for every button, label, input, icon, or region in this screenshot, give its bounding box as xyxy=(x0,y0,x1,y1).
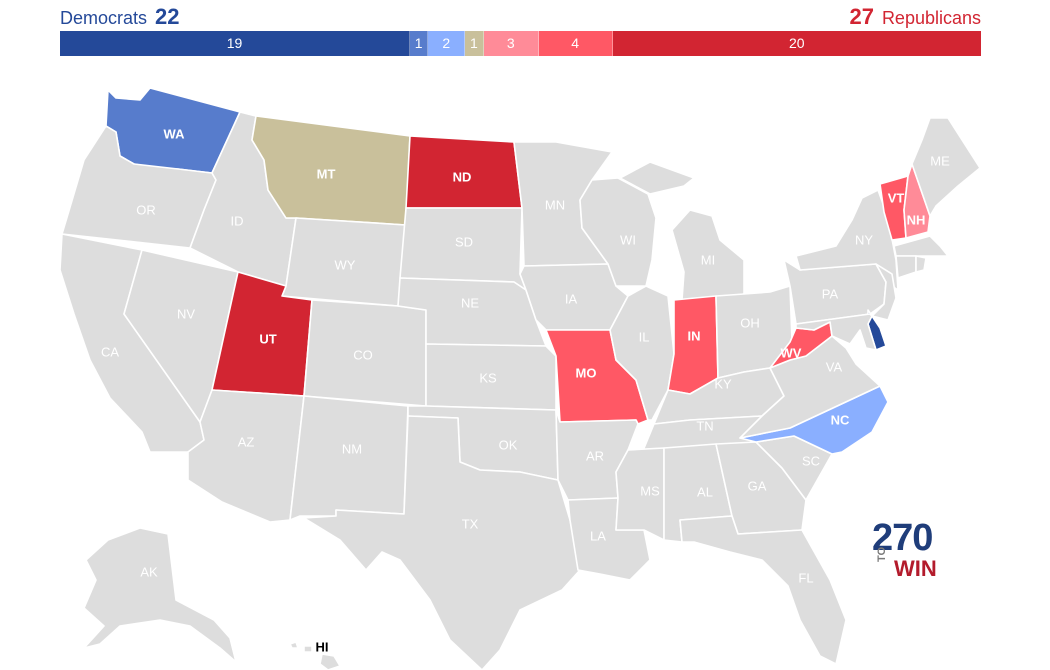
rating-bar-segment[interactable]: 19 xyxy=(60,31,410,56)
state-label-la: LA xyxy=(590,528,606,543)
state-label-ca: CA xyxy=(101,344,119,359)
state-label-ar: AR xyxy=(586,448,604,463)
rating-bar-segment[interactable]: 3 xyxy=(483,31,539,56)
state-ak[interactable] xyxy=(83,527,237,663)
state-me[interactable] xyxy=(911,117,981,217)
state-label-tn: TN xyxy=(696,418,713,433)
state-label-ks: KS xyxy=(479,370,497,385)
us-map: WA OR CA NV ID MT WY UT AZ CO NM ND SD NE KS OK TX MN IA MO… xyxy=(59,87,981,670)
state-label-ga: GA xyxy=(748,478,767,493)
state-ks[interactable] xyxy=(425,343,557,411)
state-label-co: CO xyxy=(353,347,373,362)
state-label-va: VA xyxy=(826,359,843,374)
state-label-hi: HI xyxy=(316,639,329,654)
state-label-sc: SC xyxy=(802,453,820,468)
state-wy[interactable] xyxy=(281,217,407,307)
rating-bar-count: 19 xyxy=(226,35,243,51)
state-label-id: ID xyxy=(231,213,244,228)
state-nm[interactable] xyxy=(289,395,409,521)
state-tx[interactable] xyxy=(303,415,581,670)
state-label-ne: NE xyxy=(461,295,479,310)
state-fl[interactable] xyxy=(679,515,847,665)
state-label-ak: AK xyxy=(140,564,158,579)
state-hi[interactable] xyxy=(289,641,341,670)
state-mi[interactable] xyxy=(619,161,745,301)
state-label-ia: IA xyxy=(565,291,578,306)
state-label-mt: MT xyxy=(317,166,336,181)
rating-bar-count: 1 xyxy=(414,35,423,51)
state-label-mn: MN xyxy=(545,197,565,212)
logo-to: TO xyxy=(876,546,888,562)
state-label-oh: OH xyxy=(740,315,760,330)
state-label-mi: MI xyxy=(701,252,715,267)
rating-bar-count: 20 xyxy=(788,35,805,51)
state-label-al: AL xyxy=(697,484,713,499)
state-label-ky: KY xyxy=(714,376,732,391)
democrats-label: Democrats xyxy=(60,8,148,28)
state-label-ny: NY xyxy=(855,232,873,247)
state-label-wa: WA xyxy=(164,126,186,141)
republicans-label: Republicans xyxy=(881,8,981,28)
rating-bar-count: 3 xyxy=(506,35,515,51)
state-label-fl: FL xyxy=(798,570,813,585)
seat-count-header: Democrats 22 27 Republicans xyxy=(60,2,981,32)
state-ct[interactable] xyxy=(895,255,917,279)
rating-bar-segment[interactable]: 1 xyxy=(409,31,429,56)
state-ri[interactable] xyxy=(915,255,927,273)
state-label-sd: SD xyxy=(455,234,473,249)
state-label-wv: WV xyxy=(781,345,802,360)
state-label-wy: WY xyxy=(335,257,356,272)
state-label-pa: PA xyxy=(822,286,839,301)
republicans-count: 27 xyxy=(849,4,874,29)
state-label-ms: MS xyxy=(640,483,660,498)
state-label-nc: NC xyxy=(831,412,850,427)
state-label-vt: VT xyxy=(888,190,905,205)
rating-bar-segment[interactable]: 4 xyxy=(538,31,613,56)
state-label-mo: MO xyxy=(576,365,597,380)
state-label-ut: UT xyxy=(259,331,276,346)
state-label-or: OR xyxy=(136,202,156,217)
state-label-il: IL xyxy=(639,329,650,344)
rating-bar-segment[interactable]: 1 xyxy=(465,31,484,56)
republicans-total: 27 Republicans xyxy=(849,2,981,33)
logo-number: 270 xyxy=(872,517,933,559)
state-label-az: AZ xyxy=(238,434,255,449)
state-label-nm: NM xyxy=(342,441,362,456)
state-az[interactable] xyxy=(187,389,305,523)
rating-bar-segment[interactable]: 2 xyxy=(428,31,466,56)
state-label-nv: NV xyxy=(177,306,195,321)
state-md[interactable] xyxy=(795,313,877,351)
logo-win: WIN xyxy=(894,556,937,581)
rating-bar: 19 1 2 1 3 4 20 xyxy=(60,31,981,56)
state-label-nd: ND xyxy=(453,169,472,184)
state-label-me: ME xyxy=(930,153,950,168)
democrats-total: Democrats 22 xyxy=(60,2,180,33)
democrats-count: 22 xyxy=(155,4,180,29)
state-nj[interactable] xyxy=(871,263,897,321)
rating-bar-count: 1 xyxy=(470,35,478,51)
state-label-nh: NH xyxy=(907,212,926,227)
state-il[interactable] xyxy=(609,285,675,421)
270towin-logo[interactable]: 270 TO WIN xyxy=(872,518,952,584)
rating-bar-count: 2 xyxy=(442,35,451,51)
rating-bar-count: 4 xyxy=(571,35,580,51)
state-label-ok: OK xyxy=(499,437,518,452)
state-in[interactable] xyxy=(667,295,719,395)
state-label-in: IN xyxy=(688,328,701,343)
rating-bar-segment[interactable]: 20 xyxy=(612,31,981,56)
state-label-wi: WI xyxy=(620,232,636,247)
state-label-tx: TX xyxy=(462,516,479,531)
